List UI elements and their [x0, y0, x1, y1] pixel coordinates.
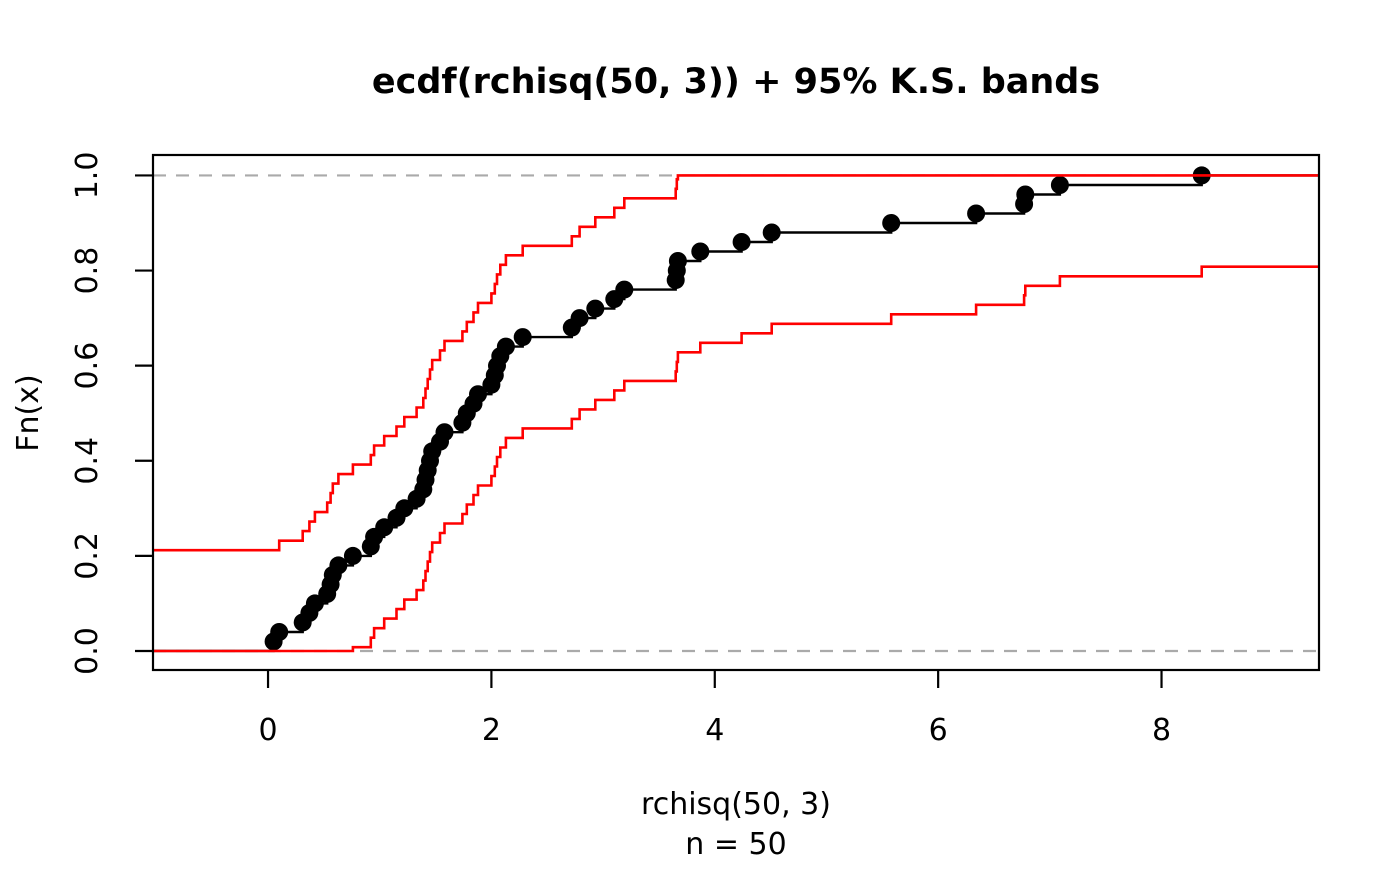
- x-axis-subtitle: n = 50: [685, 827, 786, 862]
- ecdf-point: [305, 594, 324, 613]
- ks-upper-band: [153, 174, 1319, 552]
- ecdf-point: [435, 423, 454, 442]
- ecdf-point: [691, 242, 710, 261]
- ecdf-point: [1016, 185, 1035, 204]
- y-tick-label: 0.8: [70, 247, 105, 295]
- x-tick-label: 2: [482, 713, 501, 748]
- x-tick-label: 8: [1152, 713, 1171, 748]
- ecdf-point: [882, 214, 901, 232]
- y-tick-label: 0.4: [70, 437, 105, 485]
- y-tick-label: 0.0: [70, 627, 105, 675]
- ks-lower-band: [153, 265, 1319, 653]
- ecdf-point: [329, 556, 348, 575]
- plot-box: [151, 153, 1321, 672]
- ecdf-point: [496, 337, 515, 356]
- y-tick-label: 1.0: [70, 152, 105, 200]
- ecdf-point: [395, 499, 414, 518]
- ecdf-point: [762, 223, 781, 242]
- y-tick-label: 0.2: [70, 532, 105, 580]
- ecdf-point: [668, 252, 687, 270]
- ecdf-point: [469, 385, 487, 404]
- ecdf-point: [375, 518, 394, 537]
- ecdf-point: [270, 623, 289, 641]
- ecdf-point: [570, 309, 589, 328]
- ecdf-point: [967, 204, 986, 223]
- ecdf-point: [1050, 176, 1069, 194]
- x-tick-label: 0: [258, 713, 277, 748]
- plot-content: 0 2 4 6 8 0.0 0.2 0.4 0.6 0.8 1.0: [70, 152, 1321, 748]
- y-tick-label: 0.6: [70, 342, 105, 390]
- x-tick-label: 4: [705, 713, 724, 748]
- x-tick-label: 6: [929, 713, 948, 748]
- ecdf-point: [513, 328, 532, 347]
- ecdf-point: [732, 233, 751, 251]
- ecdf-point: [586, 299, 605, 318]
- chart-title: ecdf(rchisq(50, 3)) + 95% K.S. bands: [372, 62, 1100, 102]
- ecdf-point: [343, 546, 362, 565]
- x-axis-label: rchisq(50, 3): [641, 787, 831, 822]
- ecdf-point: [615, 280, 634, 299]
- y-axis-label: Fn(x): [11, 374, 46, 451]
